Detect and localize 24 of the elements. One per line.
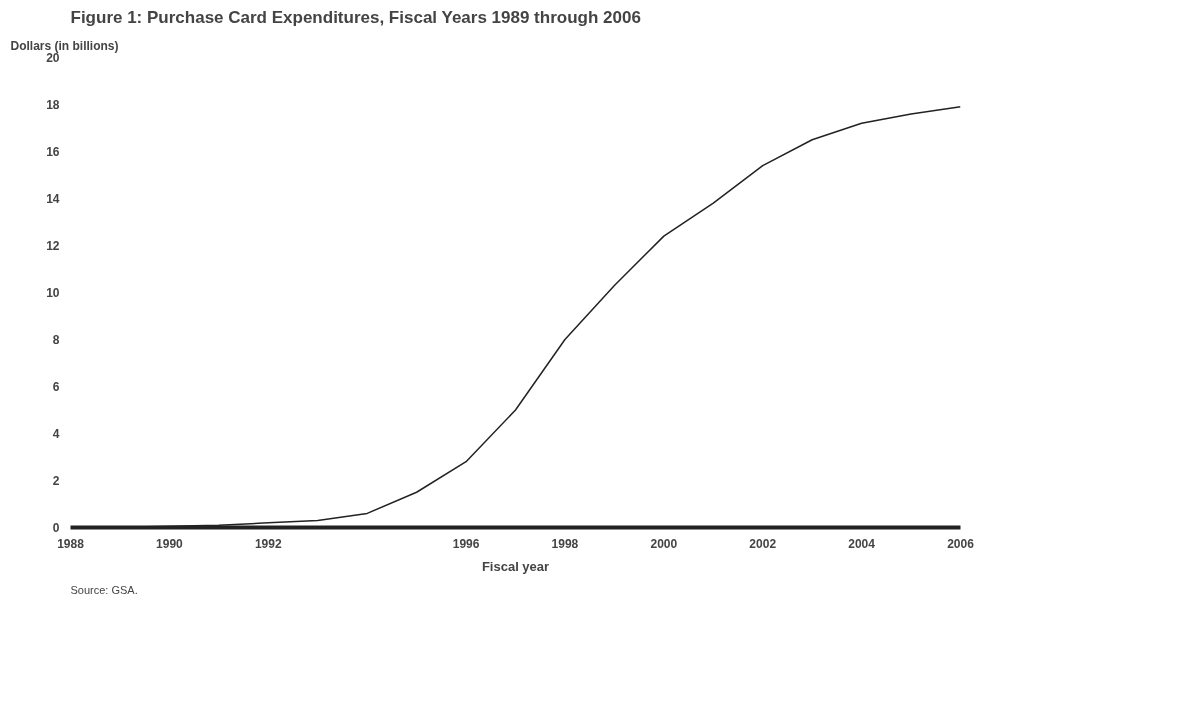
x-tick-label: 1988: [57, 536, 85, 551]
source-note: Source: GSA.: [70, 583, 138, 596]
y-tick-label: 20: [46, 51, 60, 65]
x-tick-label: 2000: [650, 536, 678, 551]
y-axis-title: Dollars (in billions): [10, 38, 119, 53]
y-tick-label: 18: [46, 98, 60, 112]
x-tick-label: 2006: [947, 536, 975, 551]
y-tick-label: 16: [46, 145, 60, 159]
x-tick-label: 2002: [749, 536, 777, 551]
chart-title: Figure 1: Purchase Card Expenditures, Fiscal Years 1989 through 2006: [70, 7, 641, 27]
y-tick-label: 6: [52, 380, 60, 394]
y-tick-label: 4: [52, 427, 60, 441]
x-tick-label: 1990: [156, 536, 184, 551]
y-tick-label: 2: [52, 474, 60, 488]
x-tick-label: 1992: [254, 536, 282, 551]
x-tick-label: 1996: [452, 536, 480, 551]
x-axis-title: Fiscal year: [481, 558, 550, 574]
y-tick-label: 0: [52, 521, 60, 535]
x-tick-label: 1998: [551, 536, 579, 551]
x-tick-label: 2004: [848, 536, 876, 551]
y-tick-label: 14: [46, 192, 60, 206]
y-tick-label: 8: [52, 333, 60, 347]
y-tick-label: 12: [46, 239, 60, 253]
y-tick-label: 10: [46, 286, 60, 300]
